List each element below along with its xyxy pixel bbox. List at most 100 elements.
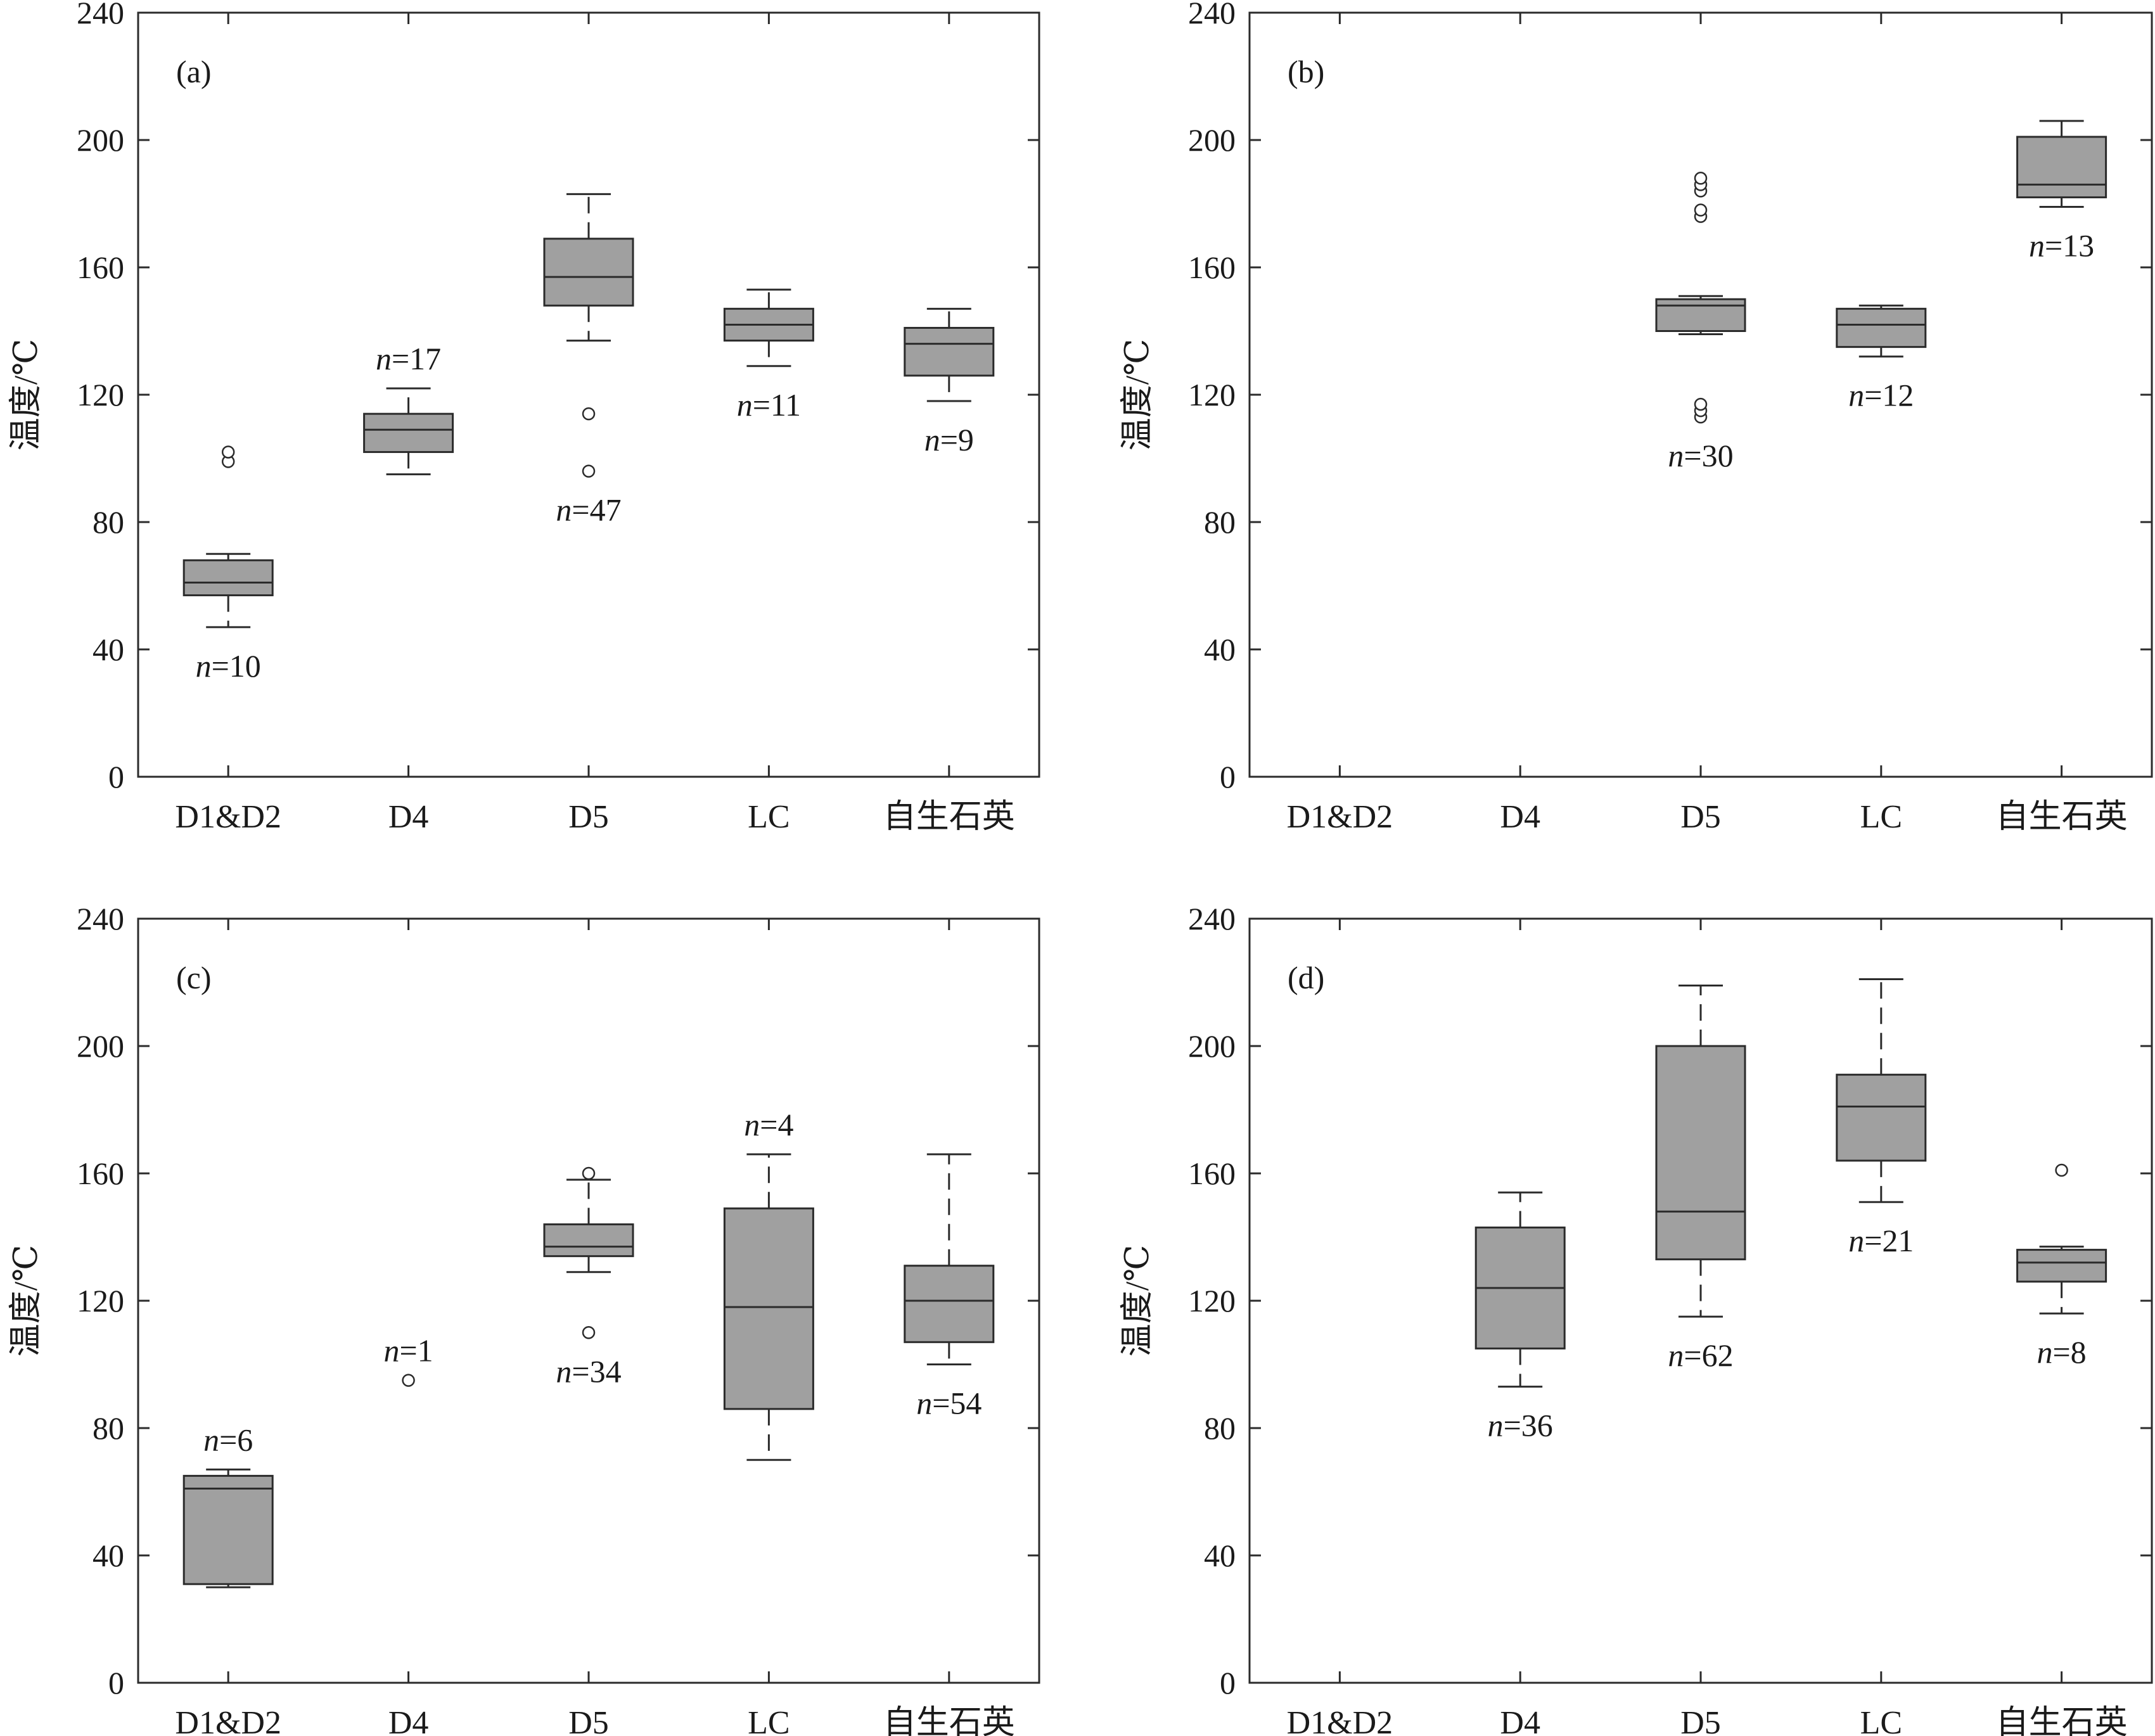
- sample-count-value: =62: [1684, 1337, 1733, 1373]
- sample-count-symbol: n: [376, 341, 392, 376]
- x-category-label: 自生石英: [883, 799, 1015, 835]
- x-category-label: D4: [1500, 1705, 1540, 1736]
- sample-count-symbol: n: [1668, 438, 1684, 473]
- sample-count-value: =34: [572, 1353, 621, 1389]
- sample-count-value: =10: [212, 648, 261, 684]
- sample-count-label: n=17: [376, 341, 441, 376]
- sample-count-symbol: n: [744, 1107, 760, 1142]
- y-tick-label: 200: [77, 122, 124, 158]
- x-category-label: D1&D2: [175, 1705, 281, 1736]
- iqr-box: [2016, 136, 2107, 198]
- iqr-box: [1655, 298, 1746, 332]
- x-category-label: LC: [1860, 1705, 1902, 1736]
- outlier-point: [221, 445, 235, 459]
- y-tick-label: 40: [93, 632, 124, 667]
- y-tick-label: 120: [1188, 377, 1236, 412]
- y-tick-label: 240: [1188, 0, 1236, 30]
- sample-count-value: =13: [2045, 228, 2094, 264]
- sample-count-symbol: n: [196, 648, 212, 684]
- y-tick-label: 0: [1220, 1665, 1236, 1701]
- box-group: n=8: [2016, 1163, 2107, 1370]
- x-category-label: D1&D2: [1287, 799, 1393, 835]
- y-tick-label: 0: [1220, 759, 1236, 795]
- outlier-point: [1694, 203, 1708, 217]
- x-category-label: 自生石英: [1996, 1705, 2128, 1736]
- sample-count-label: n=8: [2037, 1334, 2086, 1370]
- sample-count-value: =1: [399, 1333, 433, 1369]
- box-group: n=6: [182, 1422, 274, 1588]
- y-tick-label: 200: [77, 1028, 124, 1064]
- x-category-label: D4: [388, 799, 429, 835]
- x-category-label: D5: [568, 1705, 609, 1736]
- y-tick-label: 240: [77, 901, 124, 936]
- iqr-box: [1836, 1073, 1927, 1162]
- sample-count-value: =17: [392, 341, 441, 376]
- sample-count-label: n=62: [1668, 1337, 1733, 1373]
- x-category-label: D4: [388, 1705, 429, 1736]
- iqr-box: [182, 559, 274, 597]
- outlier-point: [582, 1326, 596, 1339]
- box-group: n=9: [904, 307, 995, 457]
- x-category-label: D4: [1500, 799, 1540, 835]
- sample-count-label: n=36: [1488, 1408, 1553, 1443]
- chart-panel-a: 0 40 80 120 160 200 240 D1&D2 D4 D5 LC 自生石英 温度/℃ (a) n…: [8, 0, 1040, 835]
- chart-panel-d: 0 40 80 120 160 200 240 D1&D2 D4 D5 LC 自生石英 温度/℃ (d) n…: [1120, 901, 2153, 1736]
- y-axis-label: 温度/℃: [8, 1245, 44, 1357]
- box-group: n=62: [1655, 985, 1746, 1373]
- sample-count-symbol: n: [203, 1422, 219, 1457]
- sample-count-symbol: n: [556, 492, 572, 528]
- y-tick-label: 80: [1204, 1410, 1236, 1446]
- y-tick-label: 120: [77, 377, 124, 412]
- x-category-label: D5: [568, 799, 609, 835]
- sample-count-label: n=4: [744, 1107, 793, 1142]
- y-tick-label: 0: [108, 759, 124, 795]
- sample-count-label: n=54: [916, 1386, 982, 1421]
- box-group: n=13: [2016, 120, 2107, 264]
- y-tick-label: 240: [1188, 901, 1236, 936]
- sample-count-symbol: n: [2029, 228, 2045, 264]
- panel-tag: (a): [176, 54, 212, 89]
- x-category-label: 自生石英: [883, 1705, 1015, 1736]
- sample-count-symbol: n: [1848, 378, 1864, 413]
- sample-count-label: n=13: [2029, 228, 2094, 264]
- sample-count-value: =12: [1864, 378, 1914, 413]
- panel-tag: (b): [1288, 54, 1324, 89]
- chart-panel-b: 0 40 80 120 160 200 240 D1&D2 D4 D5 LC 自生石英 温度/℃ (b) n…: [1120, 0, 2153, 835]
- x-category-label: 自生石英: [1996, 799, 2128, 835]
- box-group: n=30: [1655, 172, 1746, 473]
- sample-count-symbol: n: [737, 387, 753, 423]
- iqr-box: [1655, 1045, 1746, 1261]
- panel-tag: (c): [176, 960, 212, 995]
- box-group: n=54: [904, 1153, 995, 1421]
- sample-count-label: n=1: [383, 1333, 433, 1369]
- iqr-box: [904, 326, 995, 377]
- sample-count-label: n=47: [556, 492, 621, 528]
- box-group: n=10: [182, 445, 274, 684]
- sample-count-value: =4: [760, 1107, 793, 1142]
- y-tick-label: 200: [1188, 122, 1236, 158]
- sample-count-symbol: n: [1848, 1223, 1864, 1258]
- sample-count-label: n=6: [203, 1422, 253, 1457]
- box-group: n=21: [1836, 978, 1927, 1258]
- iqr-box: [1836, 307, 1927, 348]
- sample-count-label: n=11: [737, 387, 801, 423]
- iqr-box: [723, 1207, 814, 1410]
- sample-count-value: =30: [1684, 438, 1733, 473]
- sample-count-symbol: n: [916, 1386, 932, 1421]
- outlier-point: [1694, 172, 1708, 185]
- outlier-point: [1694, 397, 1708, 411]
- sample-count-symbol: n: [556, 1353, 572, 1389]
- sample-count-symbol: n: [2037, 1334, 2052, 1370]
- box-group: n=47: [543, 193, 634, 528]
- outlier-point: [402, 1374, 415, 1387]
- sample-count-value: =11: [753, 387, 801, 423]
- iqr-box: [543, 238, 634, 307]
- box-group: n=34: [543, 1166, 634, 1389]
- chart-panel-c: 0 40 80 120 160 200 240 D1&D2 D4 D5 LC 自生石英 温度/℃ (c) n…: [8, 901, 1040, 1736]
- iqr-box: [363, 412, 454, 453]
- sample-count-value: =21: [1864, 1223, 1914, 1258]
- y-tick-label: 160: [1188, 1156, 1236, 1191]
- sample-count-symbol: n: [924, 422, 940, 457]
- box-group: n=1: [383, 1333, 433, 1387]
